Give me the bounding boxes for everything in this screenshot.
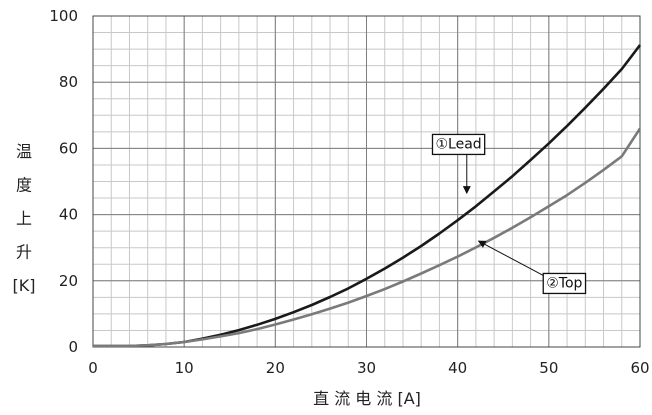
y-axis-title-char: 温 bbox=[16, 142, 32, 161]
x-tick-label: 40 bbox=[448, 359, 467, 377]
y-tick-label: 100 bbox=[49, 7, 78, 25]
y-tick-label: 60 bbox=[59, 139, 78, 157]
y-axis-title-char: 度 bbox=[16, 176, 32, 195]
x-tick-label: 50 bbox=[539, 359, 558, 377]
y-tick-label: 80 bbox=[59, 73, 78, 91]
x-tick-labels: 0 10 20 30 40 50 60 bbox=[88, 359, 649, 377]
y-tick-label: 20 bbox=[59, 272, 78, 290]
x-tick-label: 10 bbox=[175, 359, 194, 377]
annotation-layer: ①Lead ②Top bbox=[431, 133, 587, 295]
plot-frame bbox=[92, 15, 641, 348]
annotation-label-2: ②Top bbox=[546, 275, 582, 291]
annotation-box-1 bbox=[431, 133, 486, 156]
series-layer bbox=[93, 44, 642, 348]
annotation-label-1: ①Lead bbox=[435, 136, 481, 152]
series-line-2 bbox=[93, 127, 642, 348]
y-tick-labels: 0 20 40 60 80 100 bbox=[49, 7, 78, 356]
y-tick-label: 0 bbox=[68, 338, 78, 356]
x-tick-label: 30 bbox=[357, 359, 376, 377]
x-tick-label: 20 bbox=[266, 359, 285, 377]
x-tick-label: 60 bbox=[630, 359, 649, 377]
x-axis-title: 直 流 电 流 [A] bbox=[313, 389, 421, 408]
x-tick-label: 0 bbox=[88, 359, 98, 377]
y-axis-title-char: [K] bbox=[13, 276, 36, 295]
y-axis-title-char: 升 bbox=[16, 243, 32, 262]
annotation-arrow-2 bbox=[477, 240, 544, 276]
annotation-box-2 bbox=[542, 272, 587, 295]
y-tick-label: 40 bbox=[59, 206, 78, 224]
y-axis-title-char: 上 bbox=[16, 209, 32, 228]
